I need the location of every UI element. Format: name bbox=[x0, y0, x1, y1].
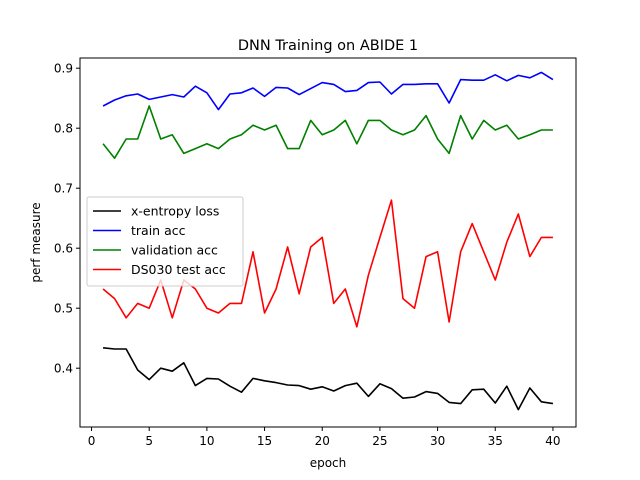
x-axis-label: epoch bbox=[310, 456, 347, 470]
y-tick-label: 0.8 bbox=[54, 122, 73, 136]
plot-lines bbox=[102, 71, 554, 411]
x-tick-label: 15 bbox=[257, 434, 272, 448]
x-tick-label: 20 bbox=[315, 434, 330, 448]
series-line-validation-acc bbox=[102, 105, 553, 159]
x-axis: 0 5 10 15 20 25 30 35 40 bbox=[88, 427, 561, 448]
plot-frame bbox=[79, 57, 577, 428]
y-tick-label: 0.4 bbox=[54, 362, 73, 376]
y-tick-label: 0.6 bbox=[54, 242, 73, 256]
legend-label-ds030-test-acc: DS030 test acc bbox=[131, 262, 226, 277]
y-axis: 0.4 0.5 0.6 0.7 0.8 0.9 bbox=[54, 62, 80, 376]
y-axis-label: perf measure bbox=[29, 202, 43, 282]
series-line-train-acc bbox=[102, 71, 554, 111]
series-line-x-entropy-loss bbox=[102, 347, 554, 411]
x-tick-label: 10 bbox=[199, 434, 214, 448]
x-tick-label: 35 bbox=[488, 434, 503, 448]
x-tick-label: 5 bbox=[145, 434, 153, 448]
y-tick-label: 0.7 bbox=[54, 182, 73, 196]
legend-box bbox=[86, 196, 244, 287]
legend: x-entropy loss train acc validation acc DS0… bbox=[86, 196, 244, 287]
legend-label-x-entropy-loss: x-entropy loss bbox=[131, 204, 219, 219]
x-tick-label: 0 bbox=[88, 434, 96, 448]
x-tick-label: 30 bbox=[430, 434, 445, 448]
series-line-ds030-test-acc bbox=[102, 199, 553, 328]
legend-label-train-acc: train acc bbox=[131, 223, 186, 238]
x-tick-label: 40 bbox=[545, 434, 560, 448]
x-tick-label: 25 bbox=[372, 434, 387, 448]
chart-title: DNN Training on ABIDE 1 bbox=[238, 38, 418, 54]
legend-label-validation-acc: validation acc bbox=[131, 243, 218, 258]
y-tick-label: 0.5 bbox=[54, 302, 73, 316]
y-tick-label: 0.9 bbox=[54, 62, 73, 76]
